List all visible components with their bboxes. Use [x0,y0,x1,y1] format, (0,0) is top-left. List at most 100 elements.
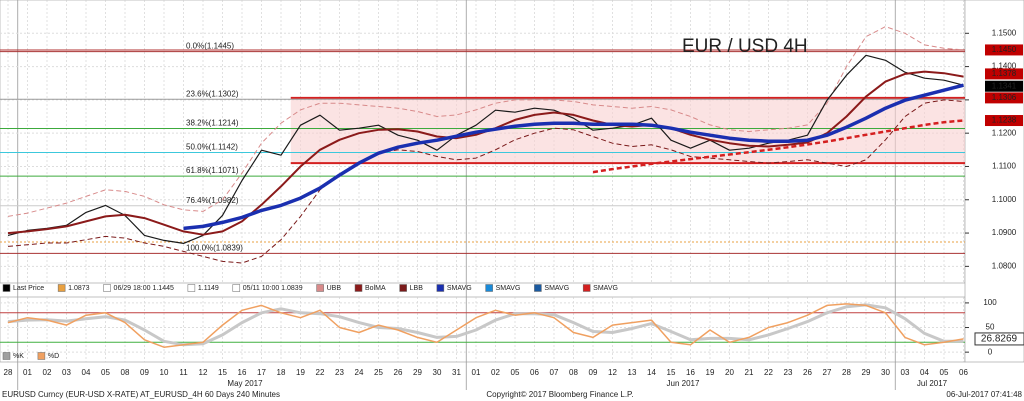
series-line [7,303,964,347]
x-tick-label: 12 [199,368,208,377]
x-tick-label: 22 [316,368,325,377]
legend-swatch [57,284,66,292]
x-tick-label: 19 [706,368,715,377]
series-line [7,99,964,264]
x-tick-label: 01 [472,368,481,377]
legend-label: 06/29 18:00 1.1445 [114,285,174,292]
legend-label: 1.0873 [68,285,90,292]
price-box [985,80,1023,92]
x-tick-label: 16 [238,368,247,377]
price-box [985,115,1023,127]
month-label: Jun 2017 [667,379,700,388]
y-tick-label: 100 [983,298,997,307]
price-box-label: 1.1450 [992,45,1017,54]
legend-label: SMAVG [496,285,521,292]
level-label: 23.6%(1.1302) [186,89,239,98]
x-tick-label: 29 [862,368,871,377]
x-tick-label: 23 [784,368,793,377]
x-tick-label: 26 [394,368,403,377]
price-box-label: 1.1378 [992,69,1017,78]
level-label: 61.8%(1.1071) [186,166,239,175]
x-tick-label: 06 [530,368,539,377]
legend-swatch [534,284,542,292]
x-tick-label: 19 [296,368,305,377]
x-tick-label: 12 [608,368,617,377]
month-label: Jul 2017 [917,379,948,388]
x-tick-label: 06 [959,368,968,377]
y-tick-label: 1.1200 [992,128,1017,137]
y-tick-label: 1.1100 [992,162,1016,171]
month-label: May 2017 [227,379,263,388]
x-tick-label: 13 [628,368,637,377]
x-tick-label: 09 [140,368,149,377]
legend-label: 05/11 10:00 1.0839 [243,285,303,292]
legend-label: LBB [410,285,424,292]
legend-swatch [103,284,111,292]
x-tick-label: 04 [920,368,929,377]
y-tick-label: 1.0900 [992,228,1017,237]
x-tick-label: 25 [374,368,383,377]
price-box-label: 1.1306 [992,93,1017,102]
axis-panel [964,0,1024,363]
footer-left: EURUSD Curncy (EUR-USD X-RATE) AT_EURUSD… [2,390,280,399]
x-tick-label: 21 [745,368,754,377]
x-tick-label: 15 [218,368,227,377]
legend-label: 1.1149 [198,285,219,292]
x-tick-label: 09 [589,368,598,377]
x-tick-label: 23 [335,368,344,377]
x-tick-label: 07 [550,368,559,377]
legend-label: SMAVG [447,285,472,292]
level-label: 76.4%(1.0982) [186,196,239,205]
legend-swatch [187,284,196,292]
series-line [7,303,964,348]
legend-swatch [37,352,46,360]
x-tick-label: 08 [569,368,578,377]
x-tick-label: 05 [101,368,110,377]
x-tick-label: 27 [823,368,832,377]
chart-title: EUR / USD 4H [682,36,808,57]
legend-swatch [436,284,445,292]
series-line [183,83,964,231]
y-tick-label: 1.1400 [992,62,1017,71]
x-tick-label: 31 [452,368,461,377]
x-tick-label: 17 [257,368,266,377]
channel-fill [290,97,965,164]
x-tick-label: 18 [277,368,286,377]
x-tick-label: 04 [82,368,91,377]
last-value-label: 26.8269 [981,334,1018,345]
level-label: 50.0%(1.1142) [186,143,238,152]
x-tick-label: 28 [842,368,851,377]
price-box [985,92,1023,104]
series-line [7,26,964,217]
legend-label: BolMA [365,285,386,292]
x-tick-label: 10 [160,368,169,377]
legend-swatch [232,284,241,292]
x-tick-label: 30 [433,368,442,377]
price-box [985,44,1023,56]
x-tick-label: 03 [62,368,71,377]
x-tick-label: 11 [179,368,188,377]
level-label: 38.2%(1.1214) [186,119,239,128]
x-tick-label: 02 [491,368,500,377]
legend-swatch [354,284,363,292]
price-box-label: 1.1341 [992,81,1017,90]
y-tick-label: 1.1500 [992,28,1017,37]
legend-swatch [582,284,591,292]
series-line [592,119,964,174]
x-tick-label: 14 [647,368,656,377]
level-label: 100.0%(1.0839) [186,243,243,252]
x-tick-label: 22 [764,368,773,377]
x-tick-label: 03 [901,368,910,377]
legend-swatch [2,284,11,292]
legend-swatch [316,284,324,292]
y-tick-label: 0 [988,347,993,356]
x-tick-label: 24 [355,368,364,377]
legend-swatch [485,284,493,292]
x-tick-label: 02 [43,368,52,377]
legend-label: Last Price [13,285,44,292]
x-tick-label: 29 [413,368,422,377]
y-tick-label: 50 [986,323,995,332]
x-tick-label: 16 [686,368,695,377]
